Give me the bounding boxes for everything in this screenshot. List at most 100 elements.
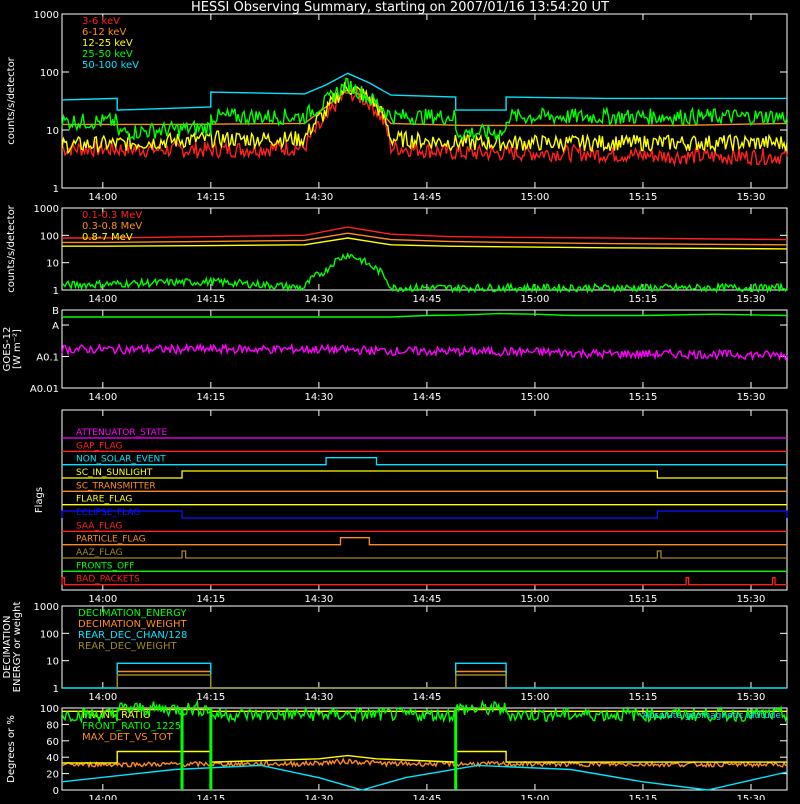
goes-y-tick-label: A0.01: [30, 384, 59, 395]
goes-panel-frame: [61, 309, 788, 389]
flag-line: [62, 457, 787, 466]
flag-line: [61, 577, 787, 586]
hxr-y-axis-label: counts/s/detector: [6, 56, 17, 144]
decimation-legend-entry: DECIMATION_ENERGY: [78, 608, 187, 619]
flag-label: FRONTS_OFF: [76, 561, 134, 571]
gamma-x-tick-label: 15:15: [629, 294, 658, 305]
decimation-y-axis-label: ENERGY or weight: [12, 602, 23, 693]
flags-y-axis-label: Flags: [34, 487, 45, 513]
hxr-y-tick-label: 10: [46, 126, 59, 137]
flags-x-tick-label: 15:00: [521, 594, 550, 605]
ratio-y-tick-label: 100: [40, 704, 59, 715]
ratio-y-tick-label: 40: [46, 753, 59, 764]
goes-series-line: [62, 312, 788, 318]
flags-x-tick-label: 14:00: [88, 594, 117, 605]
hxr-panel-frame: [61, 13, 788, 189]
gamma-series-line: [62, 237, 788, 250]
flag-label: ATTENUATOR_STATE: [76, 428, 168, 438]
decimation-y-tick-label: 1000: [34, 602, 59, 613]
gamma-series-line: [62, 232, 788, 246]
ratio-y-tick-label: 20: [46, 770, 59, 781]
gamma-y-tick-label: 1: [53, 286, 59, 297]
gamma-legend-entry: 0.8-7 MeV: [82, 232, 133, 243]
hxr-y-tick-label: 1: [53, 184, 59, 195]
flags-panel-frame: [61, 409, 788, 591]
ratio-x-tick-label: 14:15: [196, 794, 225, 800]
gamma-x-tick-label: 14:45: [412, 294, 441, 305]
hxr-x-tick-label: 14:00: [88, 192, 117, 203]
flag-label: BAD_PACKETS: [76, 575, 140, 585]
ratio-x-tick-label: 15:15: [629, 794, 658, 800]
ratio-panel-frame: [61, 707, 788, 791]
hxr-x-tick-label: 15:00: [521, 192, 550, 203]
goes-x-tick-label: 14:00: [88, 392, 117, 403]
decimation-x-tick-label: 14:00: [88, 692, 117, 703]
flag-label: AAZ_FLAG: [76, 548, 123, 558]
hxr-legend-entry: 25-50 keV: [82, 49, 133, 60]
gamma-legend-entry: 0.1-0.3 MeV: [82, 210, 142, 221]
decimation-legend-entry: REAR_DEC_WEIGHT: [78, 641, 177, 652]
decimation-x-tick-label: 15:00: [521, 692, 550, 703]
flag-label: PARTICLE_FLAG: [76, 535, 146, 545]
goes-y-axis-label: [W m⁻²]: [12, 329, 23, 369]
flag-label: GAP_FLAG: [76, 441, 122, 451]
chart-title: HESSI Observing Summary, starting on 200…: [191, 0, 609, 15]
hxr-x-tick-label: 14:30: [304, 192, 333, 203]
hxr-series-line: [61, 81, 788, 155]
gamma-panel-frame: [61, 207, 788, 291]
gamma-y-tick-label: 100: [40, 231, 59, 242]
goes-y-tick-label: A: [52, 321, 59, 332]
decimation-legend-entry: DECIMATION_WEIGHT: [78, 619, 187, 630]
ratio-legend-entry: MAX_DET_VS_TOT: [82, 732, 174, 743]
decimation-y-axis-label: DECIMATION: [2, 615, 13, 678]
gamma-x-tick-label: 15:00: [521, 294, 550, 305]
flags-x-tick-label: 15:15: [629, 594, 658, 605]
goes-y-axis-label: GOES-12: [2, 327, 13, 372]
ratio-x-tick-label: 14:00: [88, 794, 117, 800]
flag-label: SC_TRANSMITTER: [76, 481, 156, 491]
decimation-x-tick-label: 14:45: [412, 692, 441, 703]
gamma-series-line: [62, 226, 788, 241]
hxr-series-line: [61, 77, 788, 142]
hxr-y-tick-label: 1000: [34, 10, 59, 21]
ratio-y-tick-label: 60: [46, 737, 59, 748]
gamma-series-line: [61, 251, 788, 295]
decimation-x-tick-label: 14:15: [196, 692, 225, 703]
ratio-annotation: Absolute geomagnetic latitude: [642, 711, 781, 721]
goes-x-tick-label: 14:30: [304, 392, 333, 403]
hxr-series-line: [61, 72, 787, 111]
gamma-x-tick-label: 14:00: [88, 294, 117, 305]
ratio-y-tick-label: 80: [46, 720, 59, 731]
flags-x-tick-label: 14:15: [196, 594, 225, 605]
gamma-y-tick-label: 1000: [34, 204, 59, 215]
decimation-y-tick-label: 100: [40, 629, 59, 640]
decimation-x-tick-label: 14:30: [304, 692, 333, 703]
goes-y-tick-label: A0.1: [36, 353, 59, 364]
ratio-x-tick-label: 14:30: [304, 794, 333, 800]
gamma-y-axis-label: counts/s/detector: [6, 204, 17, 292]
hxr-x-tick-label: 14:45: [412, 192, 441, 203]
ratio-x-tick-label: 15:00: [521, 794, 550, 800]
decimation-legend-entry: REAR_DEC_CHAN/128: [78, 630, 187, 641]
hxr-x-tick-label: 15:15: [629, 192, 658, 203]
gamma-x-tick-label: 15:30: [737, 294, 766, 305]
decimation-series-line: [116, 670, 507, 689]
decimation-series-line: [116, 674, 507, 689]
flag-label: NON_SOLAR_EVENT: [76, 455, 166, 465]
ratio-y-axis-label: Degrees or %: [6, 715, 17, 783]
decimation-x-tick-label: 15:30: [737, 692, 766, 703]
hxr-x-tick-label: 14:15: [196, 192, 225, 203]
gamma-x-tick-label: 14:15: [196, 294, 225, 305]
goes-x-tick-label: 15:15: [629, 392, 658, 403]
goes-x-tick-label: 14:45: [412, 392, 441, 403]
flag-line: [61, 510, 788, 519]
hxr-y-tick-label: 100: [40, 68, 59, 79]
decimation-y-tick-label: 1: [53, 684, 59, 695]
flag-line: [62, 470, 787, 479]
ratio-x-tick-label: 15:30: [737, 794, 766, 800]
flag-label: SAA_FLAG: [76, 521, 122, 531]
decimation-x-tick-label: 15:15: [629, 692, 658, 703]
flag-label: ECLIPSE_FLAG: [76, 508, 140, 518]
ratio-series-line: [62, 750, 787, 764]
